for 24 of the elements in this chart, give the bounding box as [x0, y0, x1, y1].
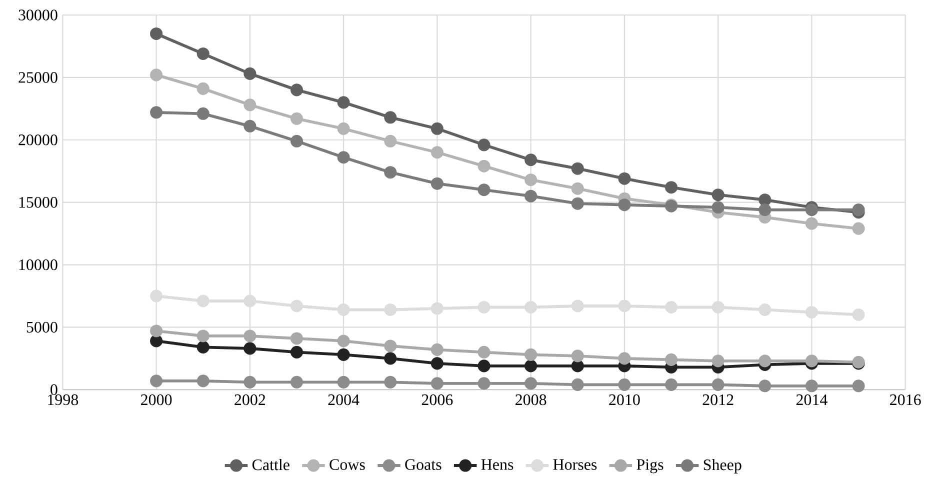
legend-label: Goats [405, 459, 442, 470]
y-tick-label: 10000 [19, 259, 58, 270]
legend-label: Hens [481, 459, 514, 470]
x-tick-label: 2006 [422, 394, 453, 406]
legend-label: Pigs [636, 459, 664, 474]
x-tick-label: 2004 [328, 394, 360, 406]
y-tick-label: 15000 [19, 196, 58, 208]
y-tick-label: 5000 [26, 322, 58, 333]
y-tick-label: 0 [50, 384, 58, 396]
y-tick-label: 20000 [18, 134, 58, 146]
x-tick-label: 2014 [796, 394, 828, 406]
x-tick-label: 2002 [234, 394, 266, 406]
legend-label: Sheep [704, 458, 742, 474]
y-tick-label: 30000 [18, 10, 58, 20]
x-tick-label: 2016 [890, 394, 921, 406]
x-tick-label: 2008 [516, 394, 546, 406]
y-tick-label: 25000 [18, 72, 58, 83]
legend-label: Horses [553, 459, 597, 470]
x-tick-label: 2000 [141, 394, 172, 406]
x-tick-label: 2012 [702, 394, 734, 406]
legend-label: Cows [330, 459, 365, 470]
legend-label: Cattle [252, 458, 290, 470]
x-tick-label: 2010 [609, 394, 640, 406]
x-tick-label: 1998 [48, 394, 78, 406]
